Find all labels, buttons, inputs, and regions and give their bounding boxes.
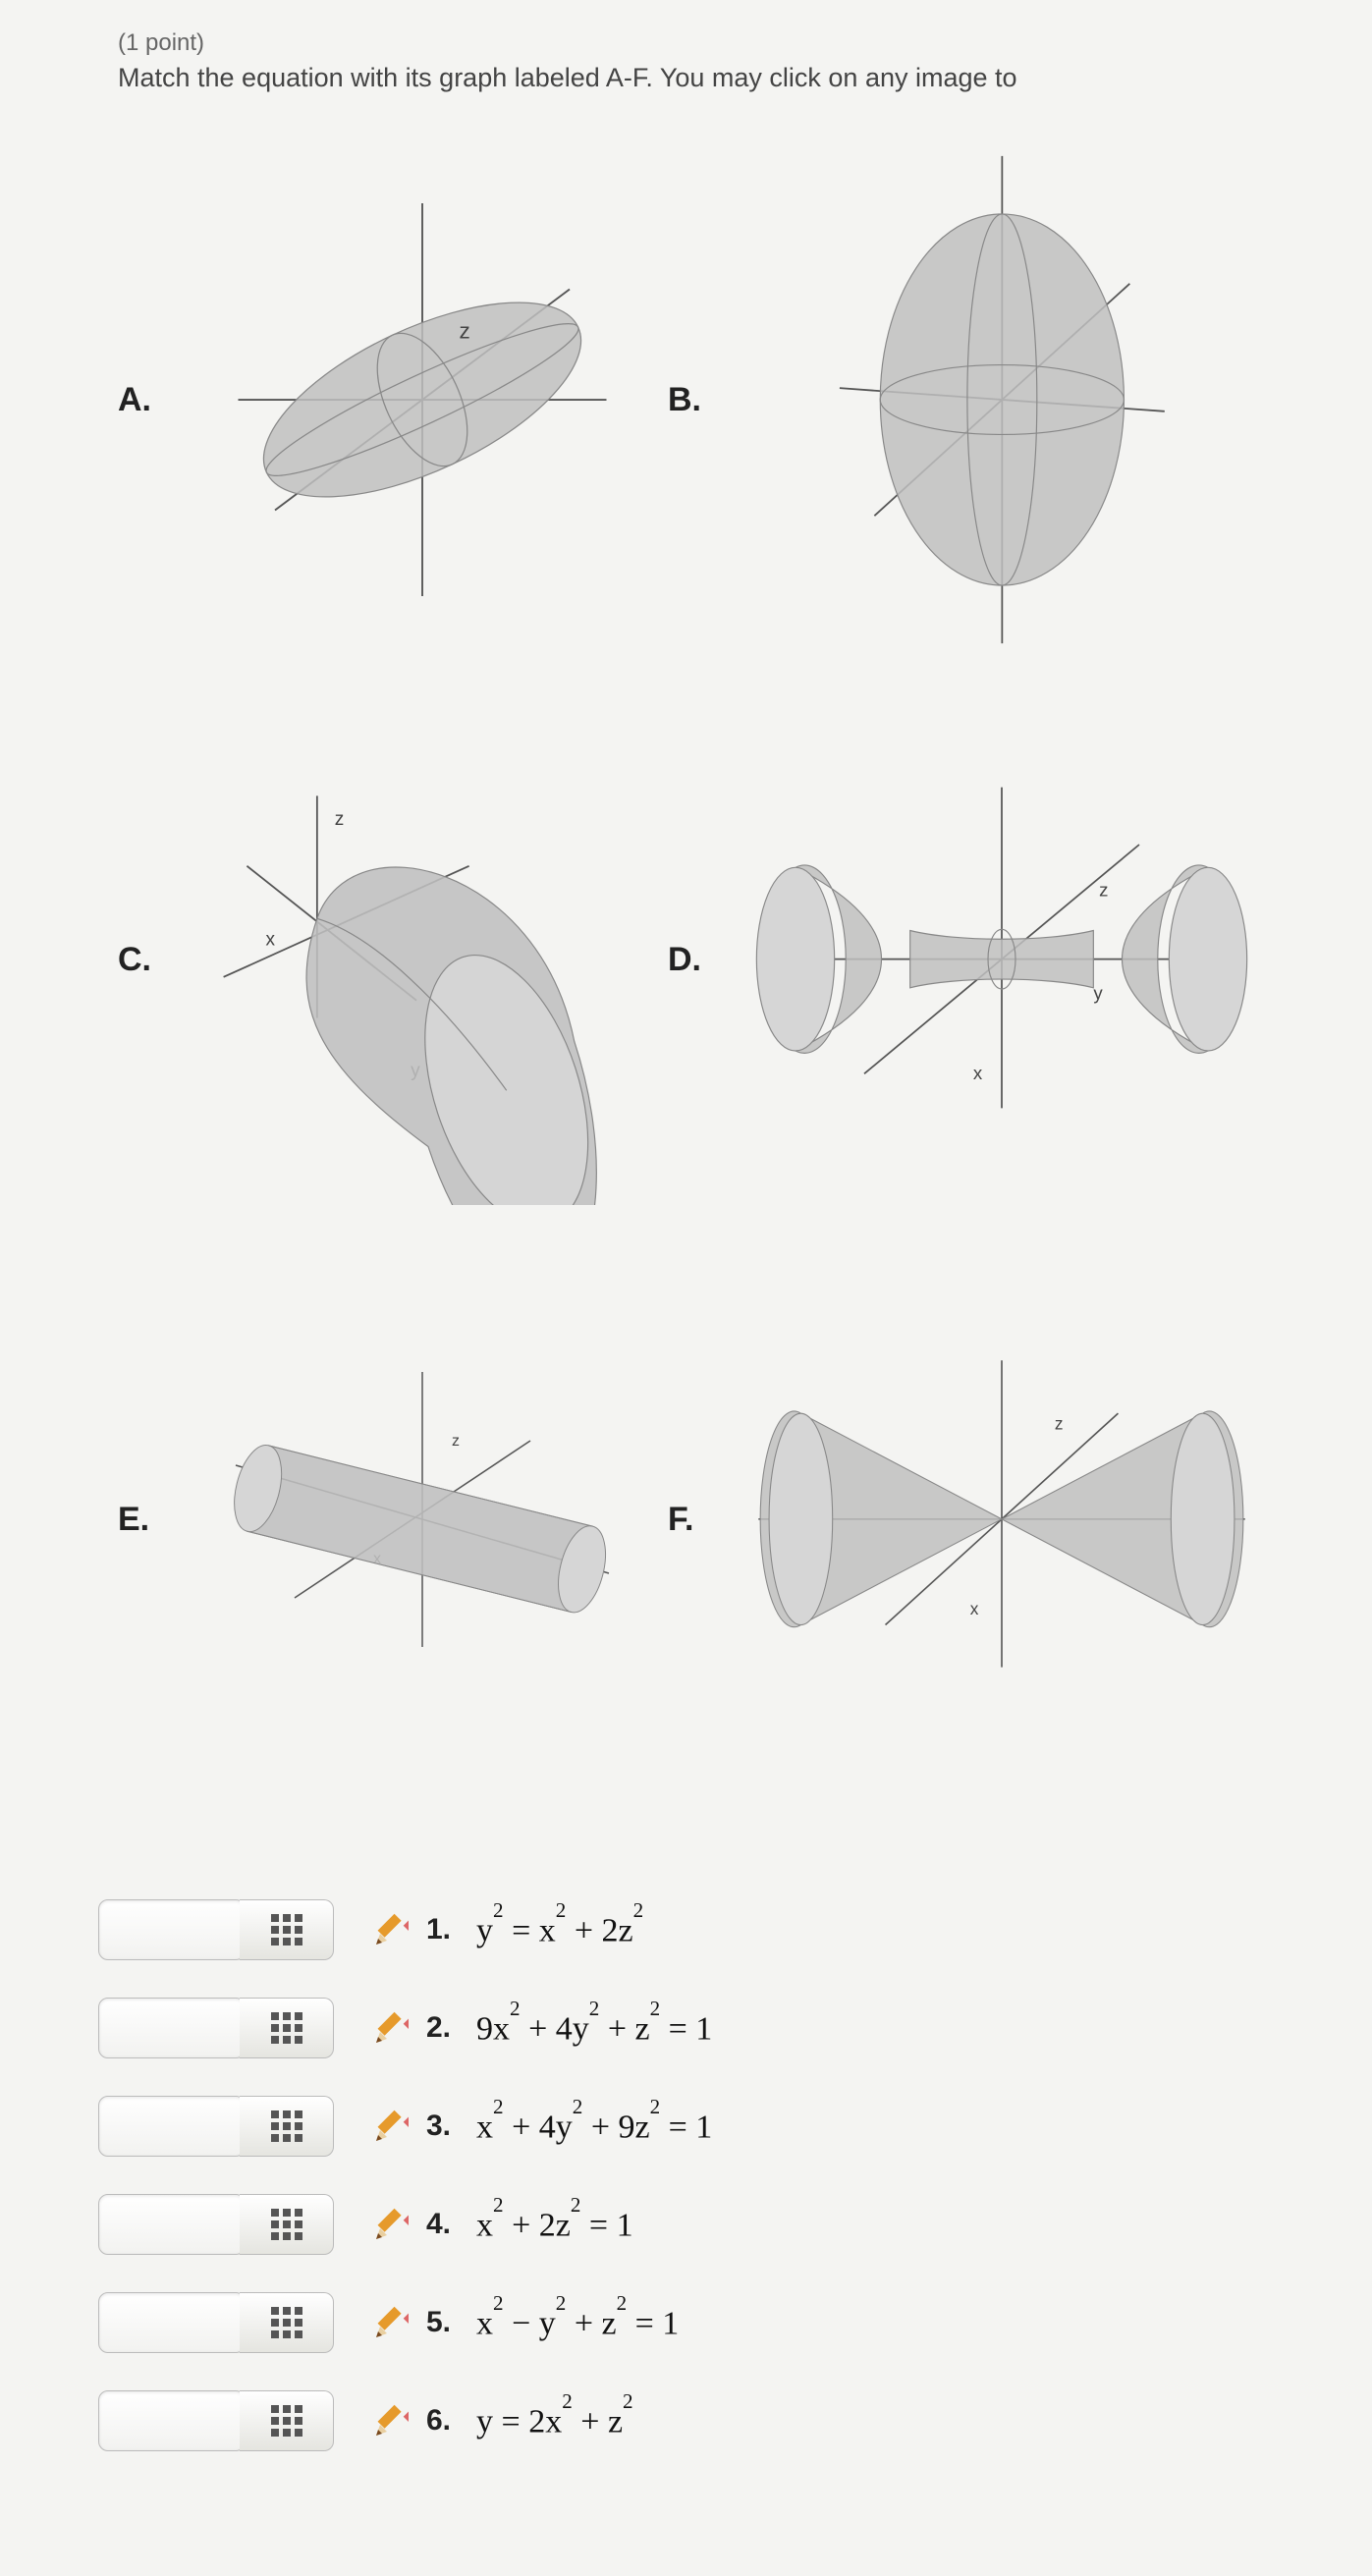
graph-cell-d: D. z x y: [668, 704, 1277, 1215]
equation-text: x2 + 2z2 = 1: [476, 2205, 633, 2244]
graph-image-e[interactable]: z x: [177, 1264, 668, 1775]
answer-input-2[interactable]: [98, 1998, 246, 2058]
keypad-button[interactable]: [240, 2194, 334, 2255]
keypad-icon: [271, 2307, 302, 2338]
pencil-icon: [373, 2207, 409, 2242]
question-number: 4.: [426, 2208, 451, 2241]
keypad-button[interactable]: [240, 2096, 334, 2157]
answer-list: 1. y2 = x2 + 2z2 2. 9x2 + 4y2 + z2 = 1: [98, 1892, 1343, 2458]
answer-input-5[interactable]: [98, 2292, 246, 2353]
graph-image-b[interactable]: [727, 144, 1277, 655]
answer-row: 2. 9x2 + 4y2 + z2 = 1: [98, 1991, 1343, 2065]
answer-input-3[interactable]: [98, 2096, 246, 2157]
answer-row: 3. x2 + 4y2 + 9z2 = 1: [98, 2089, 1343, 2164]
question-number: 2.: [426, 2011, 451, 2045]
svg-text:x: x: [973, 1064, 983, 1084]
graph-cell-f: F. z x: [668, 1264, 1277, 1775]
answer-input-4[interactable]: [98, 2194, 246, 2255]
question-number: 1.: [426, 1913, 451, 1946]
question-number: 6.: [426, 2404, 451, 2438]
answer-row: 5. x2 − y2 + z2 = 1: [98, 2285, 1343, 2360]
graph-cell-c: C. z x y: [118, 704, 668, 1215]
pencil-icon: [373, 1912, 409, 1947]
equation-wrap: 6. y = 2x2 + z2: [373, 2401, 633, 2440]
equation-wrap: 2. 9x2 + 4y2 + z2 = 1: [373, 2008, 712, 2048]
svg-text:z: z: [1099, 880, 1108, 901]
pencil-icon: [373, 2305, 409, 2340]
keypad-icon: [271, 2110, 302, 2142]
graph-label-e: E.: [118, 1501, 157, 1539]
answer-row: 1. y2 = x2 + 2z2: [98, 1892, 1343, 1967]
equation-wrap: 5. x2 − y2 + z2 = 1: [373, 2303, 679, 2342]
equation-text: x2 + 4y2 + 9z2 = 1: [476, 2107, 712, 2146]
equation-text: y = 2x2 + z2: [476, 2401, 633, 2440]
graph-label-b: B.: [668, 381, 707, 419]
equation-text: x2 − y2 + z2 = 1: [476, 2303, 679, 2342]
graph-label-d: D.: [668, 941, 707, 979]
answer-input-6[interactable]: [98, 2390, 246, 2451]
graph-image-f[interactable]: z x: [727, 1264, 1277, 1775]
keypad-icon: [271, 2405, 302, 2437]
pencil-icon: [373, 2010, 409, 2046]
keypad-button[interactable]: [240, 2390, 334, 2451]
equation-wrap: 4. x2 + 2z2 = 1: [373, 2205, 633, 2244]
answer-row: 6. y = 2x2 + z2: [98, 2384, 1343, 2458]
svg-text:y: y: [1093, 983, 1103, 1004]
keypad-icon: [271, 1914, 302, 1946]
svg-text:z: z: [335, 809, 345, 830]
graph-cell-b: B.: [668, 144, 1277, 655]
keypad-button[interactable]: [240, 1998, 334, 2058]
axis-label: z: [460, 319, 470, 344]
points-text: (1 point): [118, 29, 1343, 57]
svg-text:x: x: [265, 930, 275, 951]
keypad-button[interactable]: [240, 1899, 334, 1960]
keypad-icon: [271, 2209, 302, 2240]
svg-text:z: z: [452, 1433, 460, 1450]
svg-text:z: z: [1055, 1414, 1064, 1434]
answer-input-1[interactable]: [98, 1899, 246, 1960]
pencil-icon: [373, 2403, 409, 2439]
graph-image-c[interactable]: z x y: [177, 704, 668, 1215]
graph-cell-e: E. z x: [118, 1264, 668, 1775]
graph-image-a[interactable]: z: [177, 144, 668, 655]
question-number: 3.: [426, 2110, 451, 2143]
page: (1 point) Match the equation with its gr…: [0, 20, 1372, 2517]
instructions-text: Match the equation with its graph labele…: [118, 61, 1343, 95]
graph-label-a: A.: [118, 381, 157, 419]
equation-text: y2 = x2 + 2z2: [476, 1910, 643, 1949]
pencil-icon: [373, 2109, 409, 2144]
graph-label-c: C.: [118, 941, 157, 979]
equation-text: 9x2 + 4y2 + z2 = 1: [476, 2008, 712, 2048]
keypad-button[interactable]: [240, 2292, 334, 2353]
svg-text:x: x: [970, 1599, 979, 1618]
graph-grid: A. z: [118, 144, 1343, 1775]
question-number: 5.: [426, 2306, 451, 2339]
keypad-icon: [271, 2012, 302, 2044]
graph-cell-a: A. z: [118, 144, 668, 655]
answer-row: 4. x2 + 2z2 = 1: [98, 2187, 1343, 2262]
graph-label-f: F.: [668, 1501, 707, 1539]
equation-wrap: 1. y2 = x2 + 2z2: [373, 1910, 643, 1949]
graph-image-d[interactable]: z x y: [727, 704, 1277, 1215]
equation-wrap: 3. x2 + 4y2 + 9z2 = 1: [373, 2107, 712, 2146]
